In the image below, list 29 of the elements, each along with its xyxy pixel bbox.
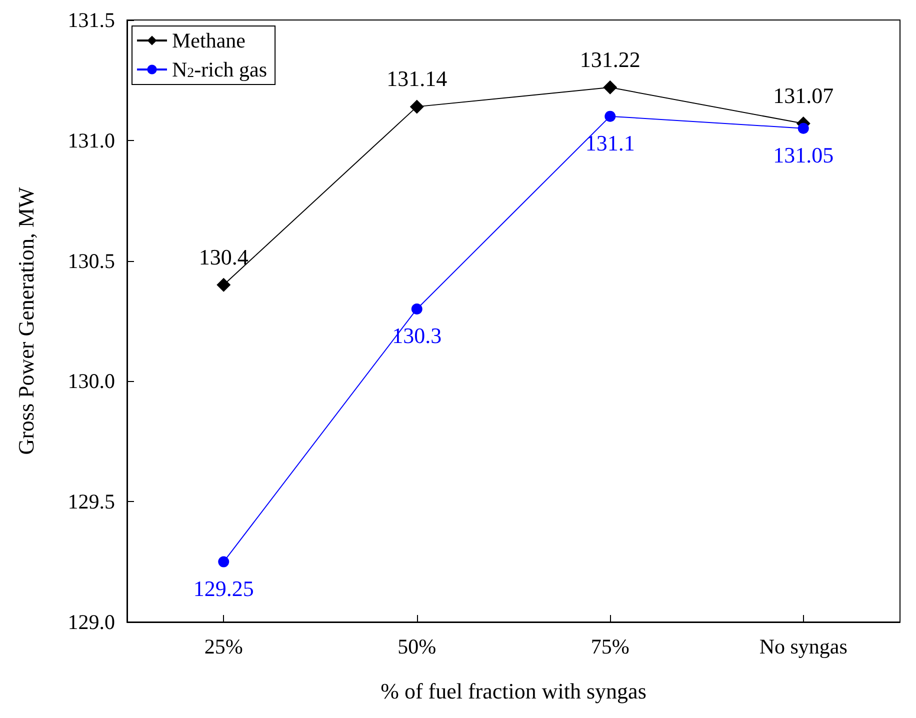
point (218, 556, 230, 568)
y-tick-label: 131.0 (68, 128, 115, 152)
x-axis-title: % of fuel fraction with syngas (380, 678, 646, 704)
y-tick-label: 131.5 (68, 8, 115, 32)
data-label: 129.25 (193, 576, 254, 601)
x-tick-label: No syngas (759, 634, 848, 658)
y-tick-label: 130.5 (68, 248, 115, 273)
data-label: 130.4 (198, 244, 248, 270)
data-label: 131.22 (580, 46, 640, 72)
point (410, 100, 424, 114)
point (603, 80, 618, 94)
data-label: 131.05 (773, 142, 834, 168)
data-label: 131.1 (585, 130, 635, 156)
x-tick-label: 75% (590, 634, 630, 658)
x-tick-label: 50% (398, 634, 436, 658)
point (604, 110, 616, 122)
legend-label: Methane (172, 28, 246, 52)
x-tick-label: 25% (204, 634, 243, 658)
y-axis-title: Gross Power Generation, MW (14, 186, 38, 455)
y-tick-label: 129.5 (68, 490, 115, 514)
y-tick-label: 129.0 (68, 610, 115, 634)
y-tick-label: 130.0 (68, 369, 115, 394)
point (216, 278, 231, 292)
legend-label: N2-rich gas (172, 58, 268, 82)
data-label: 131.14 (386, 66, 448, 92)
point (798, 122, 809, 134)
data-label: 131.07 (773, 83, 834, 108)
point (411, 303, 422, 314)
data-label: 130.3 (392, 322, 442, 348)
